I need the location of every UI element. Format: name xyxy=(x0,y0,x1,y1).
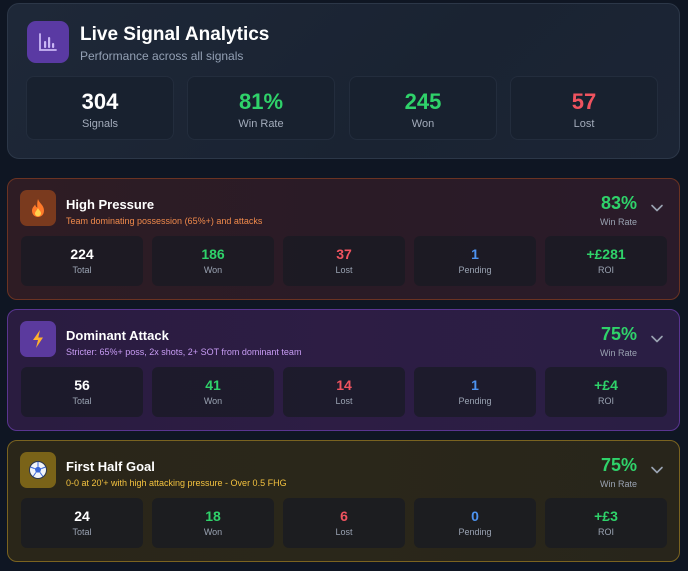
page-subtitle: Performance across all signals xyxy=(80,49,244,63)
stat-label: Total xyxy=(72,396,92,406)
soccer-ball-icon xyxy=(20,452,56,488)
stat-label: Won xyxy=(203,527,223,537)
stat-label: Won xyxy=(203,265,223,275)
signal-win-rate: 75% xyxy=(600,455,637,475)
signal-stat-roi: +£4 ROI xyxy=(545,367,667,417)
signal-title: Dominant Attack xyxy=(66,328,169,343)
signal-stat-won: 41 Won xyxy=(152,367,274,417)
stat-label: Total xyxy=(72,265,92,275)
signal-win-rate: 75% xyxy=(600,324,637,344)
stat-label: ROI xyxy=(597,265,614,275)
stat-label: Pending xyxy=(458,396,492,406)
lightning-icon xyxy=(20,321,56,357)
stat-label: Pending xyxy=(458,527,492,537)
stat-value: 1 xyxy=(471,246,479,262)
signal-title: High Pressure xyxy=(66,197,155,212)
stat-label: Signals xyxy=(81,118,119,130)
stat-label: ROI xyxy=(597,396,614,406)
signal-description: Team dominating possession (65%+) and at… xyxy=(66,216,263,226)
signal-card-first-half-goal[interactable]: First Half Goal 0-0 at 20'+ with high at… xyxy=(7,440,680,562)
stat-label: Pending xyxy=(458,265,492,275)
stat-value: 37 xyxy=(336,246,352,262)
stat-label: ROI xyxy=(597,527,614,537)
signal-win-rate: 83% xyxy=(600,193,637,213)
stat-label: Lost xyxy=(335,265,353,275)
stat-won: 245 Won xyxy=(349,76,497,140)
chevron-down-icon[interactable] xyxy=(650,334,664,344)
signal-stat-won: 18 Won xyxy=(152,498,274,548)
signal-stat-pending: 1 Pending xyxy=(414,367,536,417)
stat-lost: 57 Lost xyxy=(510,76,658,140)
signal-win-rate-label: Win Rate xyxy=(599,217,637,227)
stat-value: +£4 xyxy=(594,377,618,393)
stat-value: 24 xyxy=(74,508,90,524)
stat-value: 41 xyxy=(205,377,221,393)
signal-stat-total: 224 Total xyxy=(21,236,143,286)
stat-label: Lost xyxy=(573,118,595,130)
signal-stat-roi: +£3 ROI xyxy=(545,498,667,548)
signal-stat-won: 186 Won xyxy=(152,236,274,286)
signal-win-rate-label: Win Rate xyxy=(599,348,637,358)
signal-stat-lost: 6 Lost xyxy=(283,498,405,548)
signal-card-dominant-attack[interactable]: Dominant Attack Stricter: 65%+ poss, 2x … xyxy=(7,309,680,431)
chevron-down-icon[interactable] xyxy=(650,203,664,213)
signal-stat-pending: 1 Pending xyxy=(414,236,536,286)
signal-description: 0-0 at 20'+ with high attacking pressure… xyxy=(66,478,287,488)
stat-label: Lost xyxy=(335,396,353,406)
signal-stat-lost: 37 Lost xyxy=(283,236,405,286)
stat-value: 56 xyxy=(74,377,90,393)
stat-label: Win Rate xyxy=(238,118,284,130)
signal-stat-lost: 14 Lost xyxy=(283,367,405,417)
stat-value: 304 xyxy=(81,89,119,114)
signal-stat-pending: 0 Pending xyxy=(414,498,536,548)
signal-stat-roi: +£281 ROI xyxy=(545,236,667,286)
stat-value: 57 xyxy=(571,89,597,114)
signal-stat-total: 56 Total xyxy=(21,367,143,417)
stat-value: 224 xyxy=(70,246,94,262)
stat-value: 6 xyxy=(340,508,348,524)
page-title: Live Signal Analytics xyxy=(80,24,270,45)
stat-label: Won xyxy=(203,396,223,406)
signal-title: First Half Goal xyxy=(66,459,155,474)
stat-value: 245 xyxy=(404,89,442,114)
stat-value: 0 xyxy=(471,508,479,524)
stat-label: Won xyxy=(411,118,435,130)
bar-chart-icon xyxy=(27,21,69,63)
stat-label: Lost xyxy=(335,527,353,537)
signal-win-rate-label: Win Rate xyxy=(599,479,637,489)
stat-signals: 304 Signals xyxy=(26,76,174,140)
analytics-summary-panel: Live Signal Analytics Performance across… xyxy=(7,3,680,159)
stat-value: +£3 xyxy=(594,508,618,524)
stat-value: 14 xyxy=(336,377,352,393)
stat-value: 186 xyxy=(201,246,225,262)
stat-value: 1 xyxy=(471,377,479,393)
chevron-down-icon[interactable] xyxy=(650,465,664,475)
stat-value: 81% xyxy=(238,89,284,114)
stat-win-rate: 81% Win Rate xyxy=(187,76,335,140)
stat-label: Total xyxy=(72,527,92,537)
stat-value: +£281 xyxy=(586,246,626,262)
stat-value: 18 xyxy=(205,508,221,524)
fire-icon xyxy=(20,190,56,226)
signal-stat-total: 24 Total xyxy=(21,498,143,548)
signal-description: Stricter: 65%+ poss, 2x shots, 2+ SOT fr… xyxy=(66,347,302,357)
signal-card-high-pressure[interactable]: High Pressure Team dominating possession… xyxy=(7,178,680,300)
